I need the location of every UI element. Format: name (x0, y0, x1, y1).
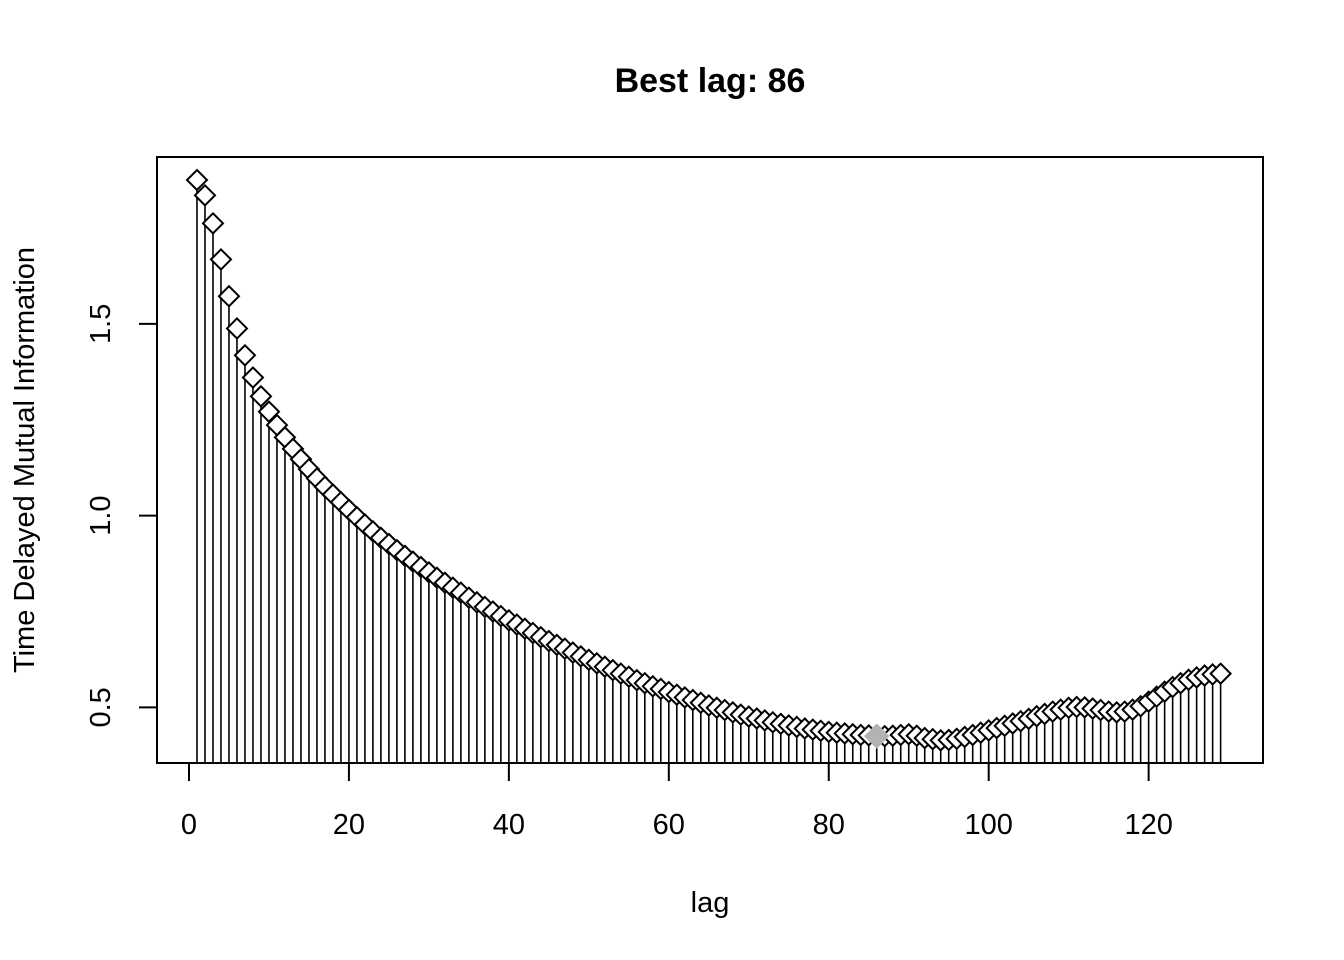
markers-layer (185, 168, 1233, 752)
data-point (233, 343, 257, 367)
y-axis-label: Time Delayed Mutual Information (9, 247, 41, 673)
x-tick-label: 120 (1124, 809, 1172, 841)
x-tick-label: 60 (653, 809, 685, 841)
data-point (217, 284, 241, 308)
x-axis: 0 20 40 60 80 100 120 (181, 762, 1173, 841)
data-point (249, 384, 273, 408)
plot-frame (156, 156, 1264, 764)
x-axis-label: lag (691, 887, 730, 919)
x-tick-label: 40 (493, 809, 525, 841)
y-tick-label: 1.5 (85, 304, 117, 344)
x-tick-label: 100 (965, 809, 1013, 841)
x-tick-label: 80 (813, 809, 845, 841)
data-point (209, 247, 233, 271)
x-tick-label: 20 (333, 809, 365, 841)
data-point (241, 366, 265, 389)
data-point (193, 183, 217, 207)
data-point (225, 317, 249, 340)
highlight-layer (864, 723, 890, 749)
data-point (201, 211, 225, 235)
y-tick-label: 0.5 (85, 687, 117, 727)
x-tick-label: 0 (181, 809, 197, 841)
data-point (185, 168, 209, 192)
stems-layer (196, 180, 1222, 763)
y-axis: 0.5 1.0 1.5 (85, 304, 158, 728)
data-point (257, 400, 281, 424)
y-tick-label: 1.0 (85, 495, 117, 535)
data-point (1209, 662, 1233, 686)
best-lag-marker (864, 723, 890, 749)
chart-title: Best lag: 86 (615, 62, 806, 100)
